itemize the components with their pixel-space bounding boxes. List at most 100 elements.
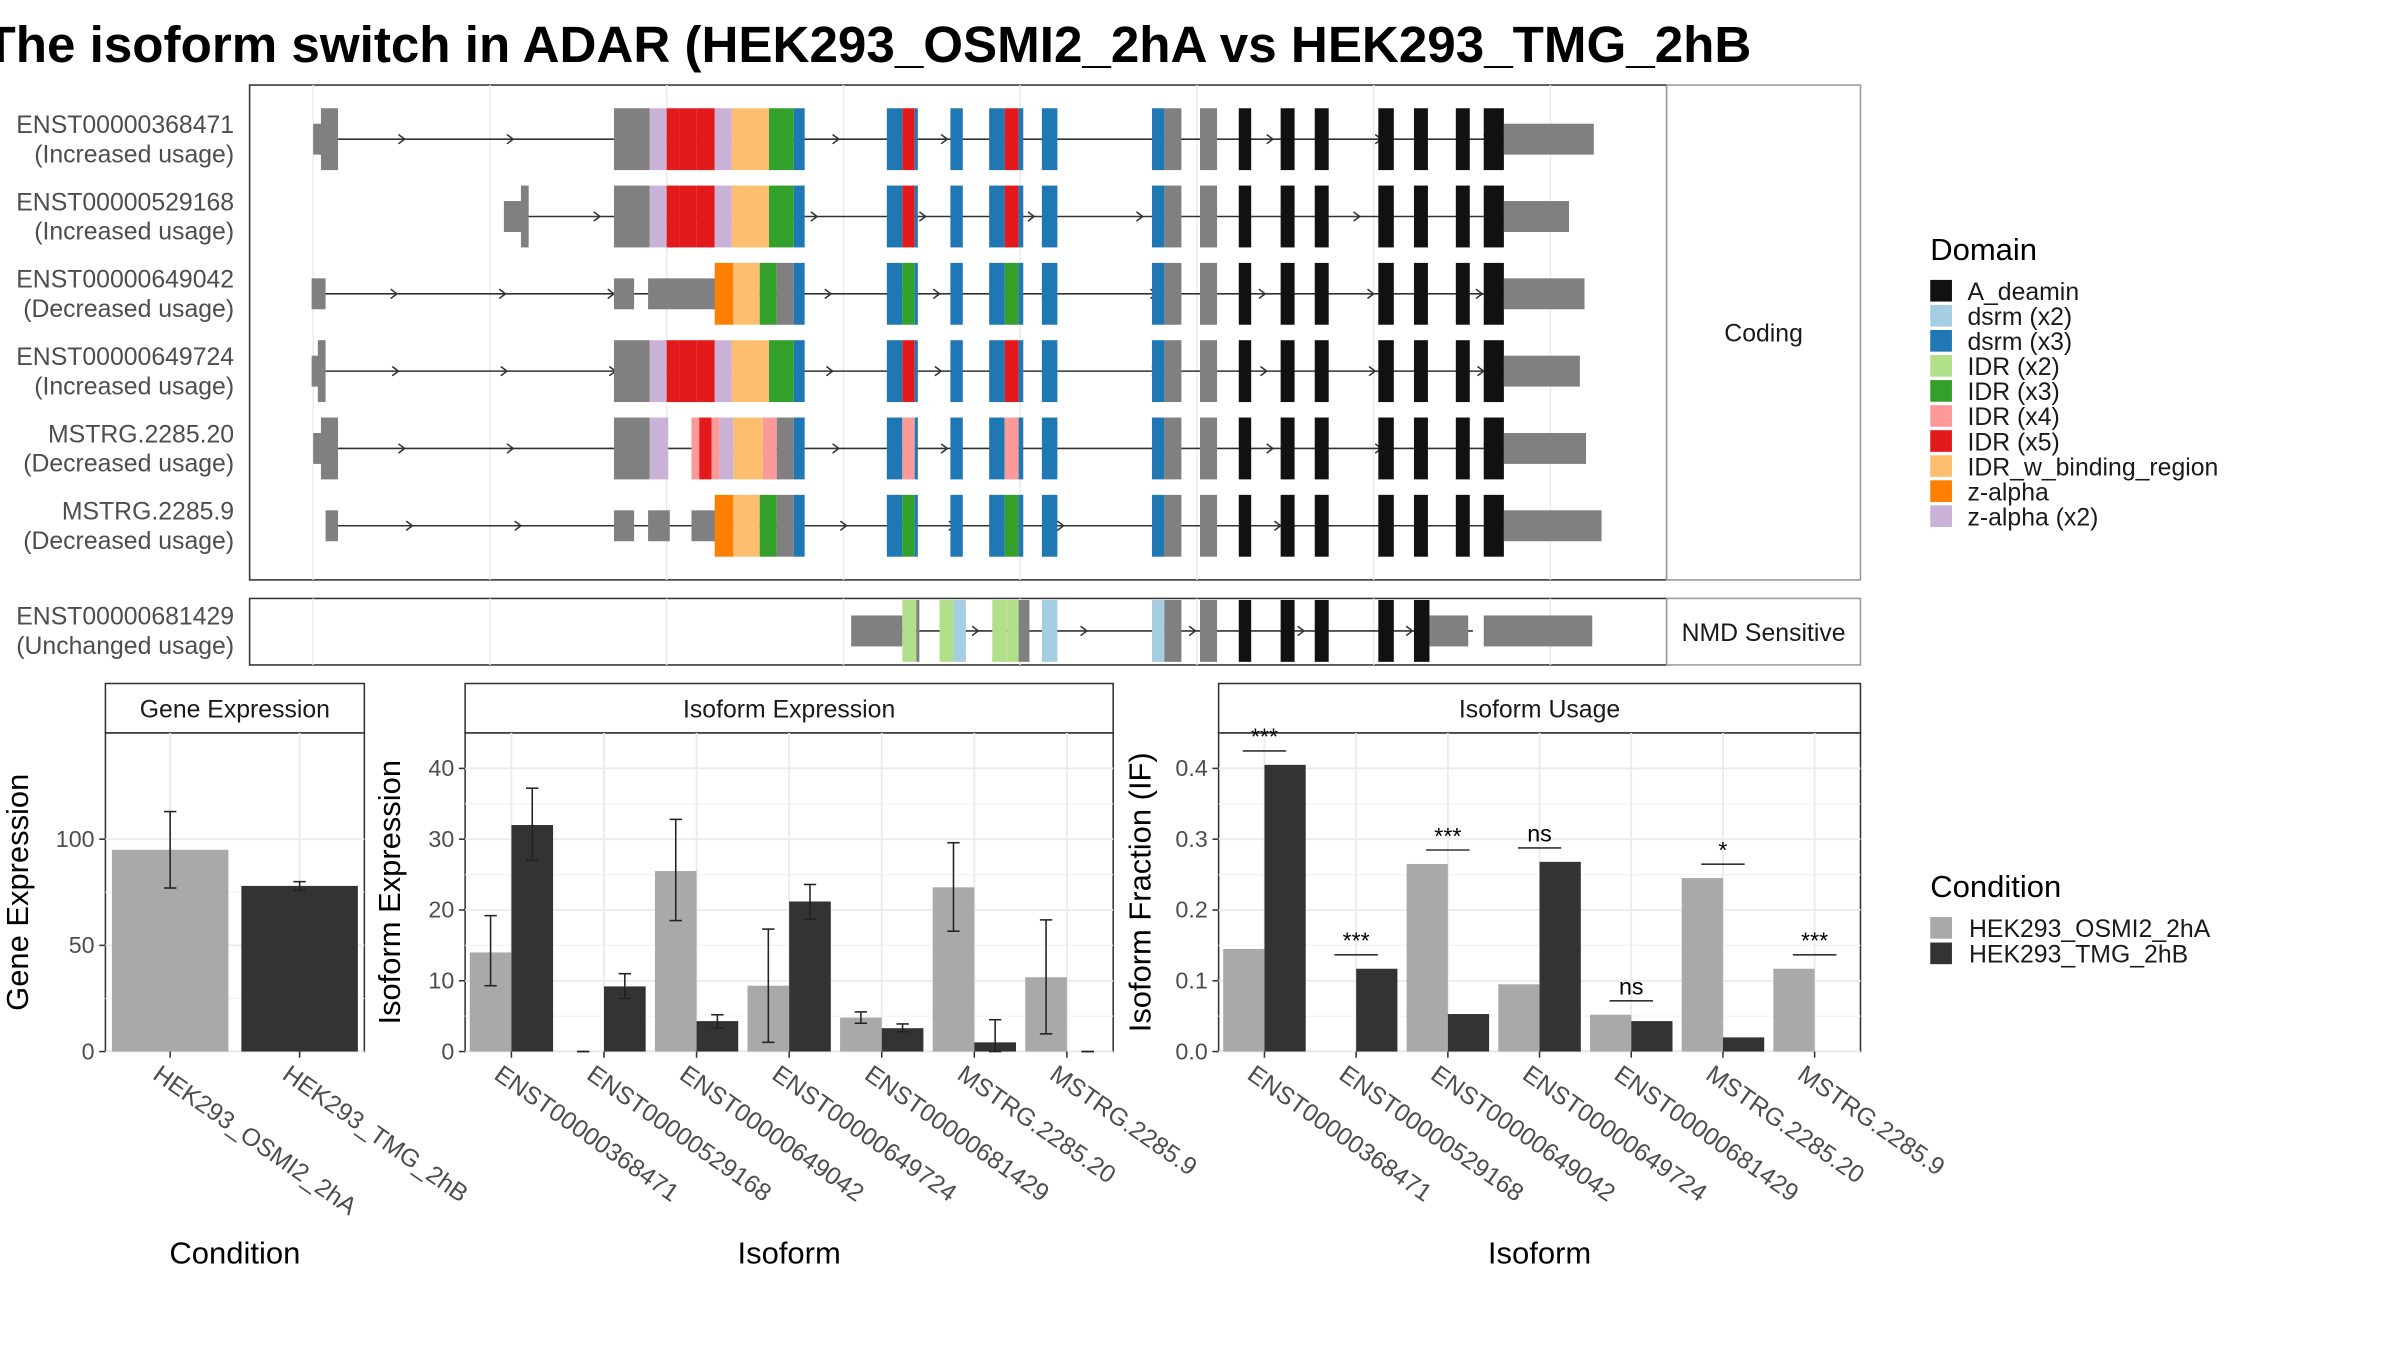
domain-block [666, 108, 680, 171]
exon-block [503, 201, 526, 232]
domain-block [1413, 185, 1428, 248]
exon-block [613, 278, 635, 310]
exon-block [1164, 340, 1182, 403]
domain-block [1455, 417, 1470, 480]
strand-arrow [506, 443, 515, 454]
facet-strip [1665, 84, 1862, 581]
exon-block [1164, 262, 1182, 325]
x-axis-title: Isoform [737, 1235, 840, 1270]
y-axis-title: Isoform Expression [372, 760, 407, 1025]
domain-block [1314, 340, 1329, 403]
isoform-expression-chart: Isoform Expression 0 10 20 30 40 Isoform Expre… [372, 682, 1201, 1270]
exon-block [648, 278, 717, 310]
domain-block [1378, 108, 1394, 171]
domain-block [649, 185, 667, 248]
exon-block [1200, 185, 1218, 248]
legend-label: z-alpha [1967, 479, 2049, 506]
legend-label: IDR (x2) [1967, 354, 2059, 381]
domain-block [914, 340, 918, 403]
exon-block [691, 510, 717, 542]
exon-block [613, 417, 650, 480]
bar [1498, 984, 1540, 1052]
exon-block [520, 185, 529, 248]
strand-arrow [1297, 625, 1306, 637]
bar [1589, 1014, 1632, 1052]
domain-block [1378, 600, 1394, 662]
domain-block [1280, 108, 1295, 171]
bar [1539, 861, 1581, 1052]
strand-arrow [397, 443, 406, 454]
chart-title: Isoform Usage [1459, 697, 1620, 724]
strand-arrow [1353, 211, 1361, 222]
domain-block [1041, 494, 1058, 557]
strand-arrow [405, 520, 414, 532]
domain-block [1018, 494, 1024, 557]
strand-arrow [971, 625, 980, 637]
domain-block [902, 262, 915, 325]
exon-block [1429, 615, 1469, 647]
domain-block [939, 600, 954, 662]
domain-block [989, 417, 1005, 480]
domain-block [992, 600, 1008, 662]
domain-block [1314, 417, 1329, 480]
domain-block [1238, 108, 1252, 171]
legend-key [1930, 304, 1952, 327]
isoform-id-label: ENST00000649724 [16, 344, 234, 371]
domain-block [989, 340, 1005, 403]
domain-block [751, 108, 769, 171]
domain-block [989, 185, 1005, 248]
y-tick-label: 0.2 [1175, 897, 1207, 923]
domain-block [776, 417, 794, 480]
domain-block [886, 262, 903, 325]
domain-block [1018, 340, 1024, 403]
domain-block [1378, 262, 1394, 325]
strand-arrow [1368, 365, 1377, 377]
domain-block [1280, 262, 1295, 325]
domain-block [989, 262, 1005, 325]
domain-block [691, 417, 700, 480]
domain-block [916, 600, 920, 662]
domain-block [914, 494, 918, 557]
bar [1631, 1021, 1673, 1052]
x-axis-title: Condition [169, 1235, 300, 1270]
domain-block [768, 108, 794, 171]
strand-arrow [1188, 625, 1197, 637]
exon-block [613, 185, 650, 248]
domain-block [902, 108, 915, 171]
strand-arrow [918, 211, 927, 222]
domain-block [1455, 340, 1470, 403]
domain-block [914, 417, 918, 480]
chart-title-strip [1217, 682, 1862, 734]
domain-block [950, 108, 963, 171]
domain-block [776, 494, 794, 557]
significance-label: ns [1527, 821, 1552, 847]
isoform-id-label: ENST00000368471 [16, 112, 234, 139]
domain-block [1151, 340, 1165, 403]
domain-block [1041, 185, 1058, 248]
domain-block [1413, 340, 1428, 403]
y-tick-label: 20 [428, 897, 454, 923]
exon-block [613, 108, 650, 171]
exon-block [1200, 600, 1218, 662]
domain-block [1238, 262, 1252, 325]
domain-block [1041, 600, 1058, 662]
strand-arrow [932, 288, 941, 300]
strand-arrow [1266, 133, 1275, 145]
domain-block [751, 417, 763, 480]
legend-key [1930, 355, 1952, 377]
domain-block [1238, 185, 1252, 248]
domain-block [1280, 494, 1295, 557]
bar [1773, 968, 1815, 1052]
domain-block [950, 340, 963, 403]
exon-block [1200, 417, 1218, 480]
facet-strip [1665, 597, 1862, 666]
bar [1406, 863, 1448, 1052]
strand-arrow [391, 365, 400, 377]
domain-block [886, 108, 903, 171]
legend-label: dsrm (x2) [1967, 304, 2072, 331]
domain-block [902, 417, 915, 480]
exon-block [320, 108, 338, 171]
domain-block [679, 108, 697, 171]
